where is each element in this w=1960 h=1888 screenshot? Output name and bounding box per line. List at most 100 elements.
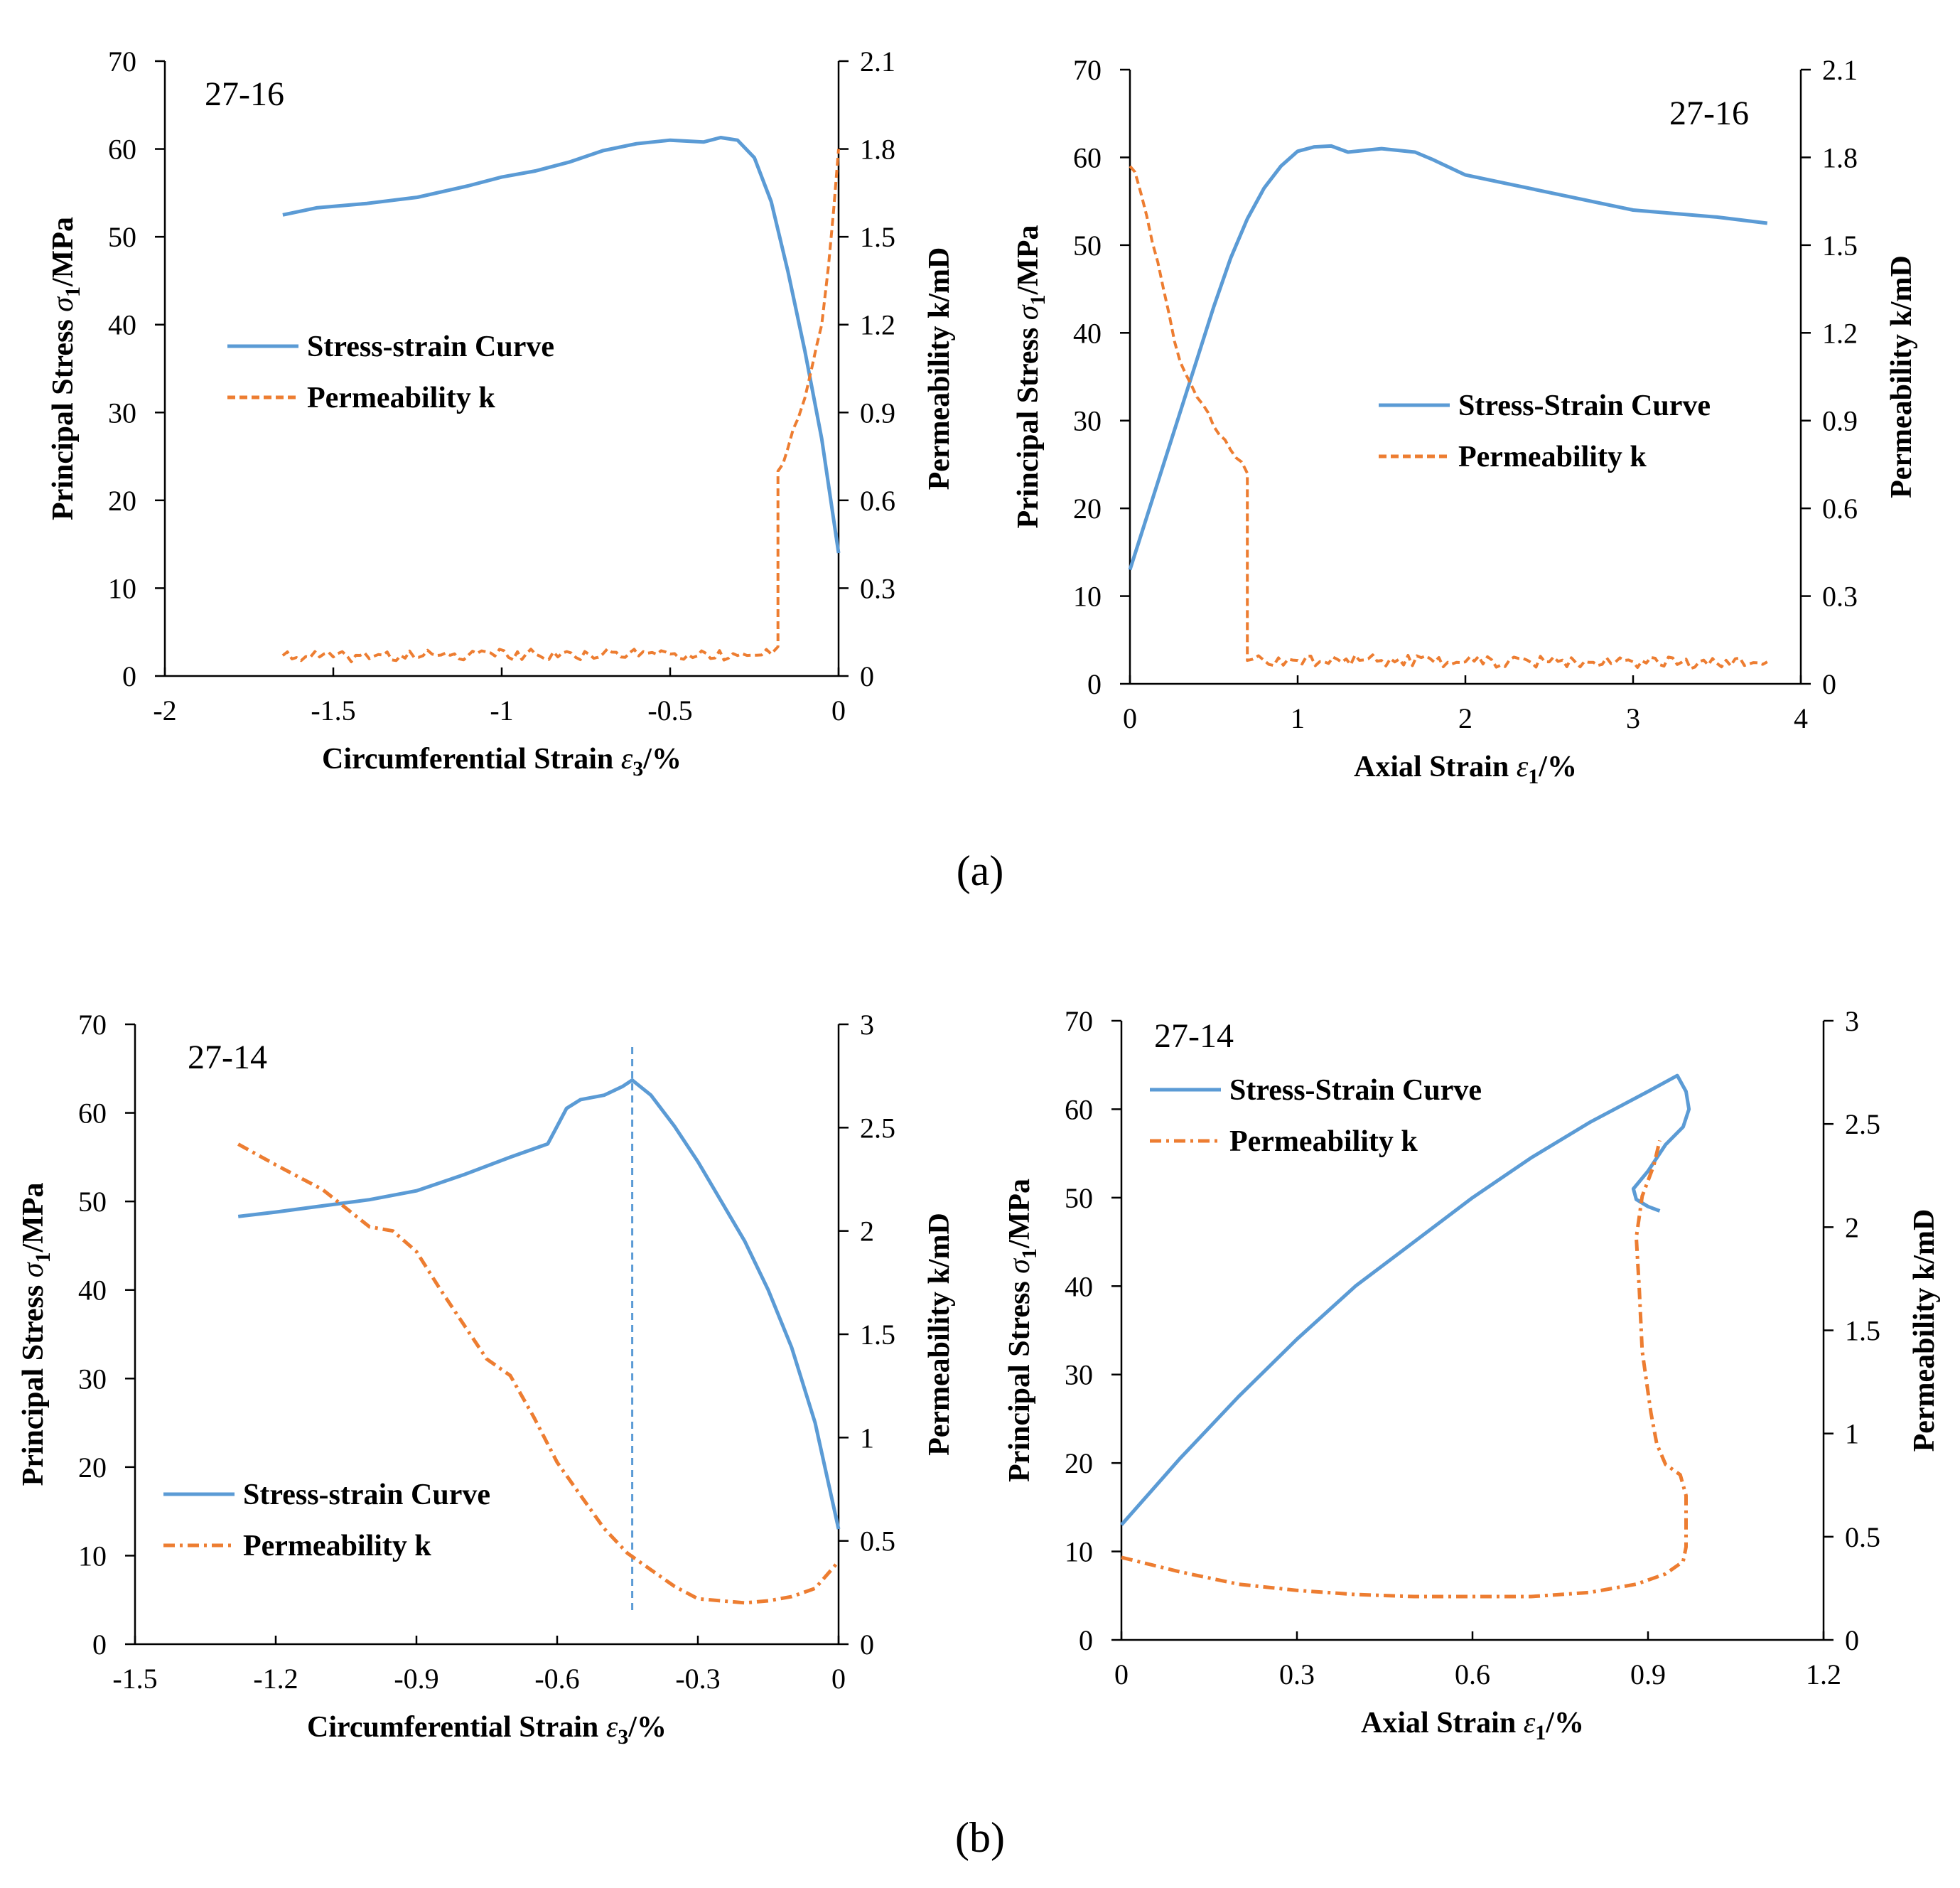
y2-tick-label: 1.5 — [1822, 230, 1858, 262]
stress-strain-curve — [1120, 1073, 1691, 1526]
x-tick-label: -1.2 — [253, 1663, 298, 1695]
y2-tick-label: 3 — [1845, 1005, 1859, 1037]
panel-annotation: 27-16 — [205, 75, 284, 113]
y-tick-label: 40 — [1065, 1270, 1093, 1302]
legend-stress-label: Stress-Strain Curve — [1458, 390, 1711, 422]
y2-tick-label: 2 — [860, 1216, 874, 1248]
y2-tick-label: 0.5 — [1845, 1521, 1880, 1553]
y-tick-label: 40 — [108, 309, 136, 341]
x-tick-label: 0 — [1114, 1658, 1129, 1690]
x-axis-label: Circumferential Strain ε3/% — [322, 743, 682, 781]
y-tick-label: 0 — [1087, 668, 1102, 700]
permeability-curve — [281, 149, 840, 663]
y-tick-label: 60 — [108, 134, 136, 166]
subfigure-label-a: (a) — [957, 847, 1004, 894]
x-tick-label: -1 — [490, 694, 513, 726]
y-tick-label: 10 — [108, 572, 136, 604]
y-tick-label: 50 — [78, 1186, 107, 1218]
y2-tick-label: 1.5 — [860, 1319, 895, 1351]
y-tick-label: 20 — [1073, 493, 1102, 525]
y-tick-label: 0 — [92, 1629, 107, 1661]
y2-tick-label: 2.1 — [1822, 54, 1858, 86]
y2-tick-label: 1.8 — [860, 134, 895, 166]
y-axis-label: Principal Stress σ1/MPa — [47, 217, 85, 520]
x-tick-label: -0.6 — [534, 1663, 579, 1695]
y2-tick-label: 0 — [860, 660, 874, 692]
y2-tick-label: 2.5 — [860, 1112, 895, 1144]
y-tick-label: 60 — [1073, 141, 1102, 173]
panel-annotation: 27-16 — [1669, 95, 1749, 132]
legend-stress-label: Stress-strain Curve — [243, 1479, 490, 1511]
y2-tick-label: 0.6 — [1822, 493, 1858, 525]
y-tick-label: 20 — [108, 485, 136, 517]
y2-tick-label: 2 — [1845, 1211, 1859, 1243]
x-tick-label: -0.3 — [675, 1663, 720, 1695]
x-axis-label: Circumferential Strain ε3/% — [307, 1711, 667, 1749]
y-tick-label: 70 — [1073, 54, 1102, 86]
y2-tick-label: 0.9 — [860, 397, 895, 429]
y-tick-label: 60 — [78, 1098, 107, 1130]
chart-panel-a-left: -2 -1.5 -1 -0.5 001020304050607000.30.60.91.… — [47, 45, 956, 781]
y2-tick-label: 1.8 — [1822, 141, 1858, 173]
stress-strain-curve — [237, 1078, 841, 1530]
y2-tick-label: 0 — [1845, 1624, 1859, 1656]
y-tick-label: 50 — [108, 221, 136, 253]
y-tick-label: 10 — [78, 1540, 107, 1572]
y-tick-label: 50 — [1065, 1182, 1093, 1214]
legend-permeability-label: Permeability k — [1458, 441, 1647, 473]
subfigure-label-b: (b) — [955, 1814, 1005, 1861]
x-tick-label: 4 — [1794, 702, 1808, 734]
permeability-curve — [1121, 1139, 1688, 1599]
y-axis-label: Principal Stress σ1/MPa — [1003, 1179, 1041, 1482]
y-axis-label: Principal Stress σ1/MPa — [1012, 225, 1050, 529]
x-tick-label: 0 — [1123, 702, 1137, 734]
y-tick-label: 60 — [1065, 1093, 1093, 1125]
y-tick-label: 0 — [122, 660, 136, 692]
x-tick-label: -1.5 — [112, 1663, 157, 1695]
y-tick-label: 40 — [1073, 317, 1102, 349]
y-tick-label: 10 — [1065, 1536, 1093, 1568]
chart-panel-b-right: 0 0.3 0.6 0.9 1.201020304050607000.511.522.5… — [1003, 1005, 1941, 1744]
y2-tick-label: 0.9 — [1822, 405, 1858, 437]
y2-tick-label: 1.2 — [860, 309, 895, 341]
x-tick-label: -1.5 — [311, 694, 355, 726]
y2-axis-label: Permeability k/mD — [923, 247, 956, 490]
y-tick-label: 70 — [108, 45, 136, 77]
y2-axis-label: Permeability k/mD — [1908, 1209, 1941, 1452]
y-tick-label: 20 — [78, 1452, 107, 1484]
x-tick-label: 1 — [1291, 702, 1305, 734]
x-tick-label: 0 — [831, 694, 846, 726]
stress-strain-curve — [282, 136, 841, 554]
x-tick-label: 2 — [1458, 702, 1472, 734]
y-tick-label: 70 — [1065, 1005, 1093, 1037]
y2-tick-label: 3 — [860, 1009, 874, 1041]
x-tick-label: -0.9 — [394, 1663, 438, 1695]
legend-stress-label: Stress-Strain Curve — [1229, 1074, 1482, 1107]
x-tick-label: 0.6 — [1455, 1658, 1490, 1690]
y2-tick-label: 1.5 — [1845, 1315, 1880, 1347]
x-tick-label: 3 — [1626, 702, 1640, 734]
y2-axis-label: Permeability k/mD — [923, 1213, 956, 1456]
legend-stress-label: Stress-strain Curve — [307, 331, 554, 363]
y2-tick-label: 1 — [1845, 1418, 1859, 1450]
x-tick-label: 0.3 — [1279, 1658, 1315, 1690]
y2-tick-label: 2.1 — [860, 45, 895, 77]
y2-tick-label: 2.5 — [1845, 1108, 1880, 1140]
x-tick-label: 0.9 — [1630, 1658, 1666, 1690]
x-tick-label: 0 — [831, 1663, 846, 1695]
chart-panel-b-left: -1.5 -1.2 -0.9 -0.6 -0.3 001020304050607000.5… — [17, 1009, 956, 1749]
chart-panel-a-right: 0 1 2 3 401020304050607000.30.60.91.21.51.82… — [1012, 54, 1918, 788]
y2-tick-label: 0.6 — [860, 485, 895, 517]
y-tick-label: 30 — [1073, 405, 1102, 437]
legend-permeability-label: Permeability k — [1229, 1125, 1418, 1158]
y-tick-label: 0 — [1079, 1624, 1093, 1656]
y2-tick-label: 1 — [860, 1422, 874, 1454]
panel-annotation: 27-14 — [188, 1039, 267, 1076]
y-axis-label: Principal Stress σ1/MPa — [17, 1183, 55, 1486]
y-tick-label: 30 — [78, 1363, 107, 1395]
y2-tick-label: 0.5 — [860, 1525, 895, 1557]
y2-tick-label: 1.2 — [1822, 317, 1858, 349]
legend-permeability-label: Permeability k — [243, 1530, 431, 1562]
x-axis-label: Axial Strain ε1/% — [1354, 751, 1577, 788]
